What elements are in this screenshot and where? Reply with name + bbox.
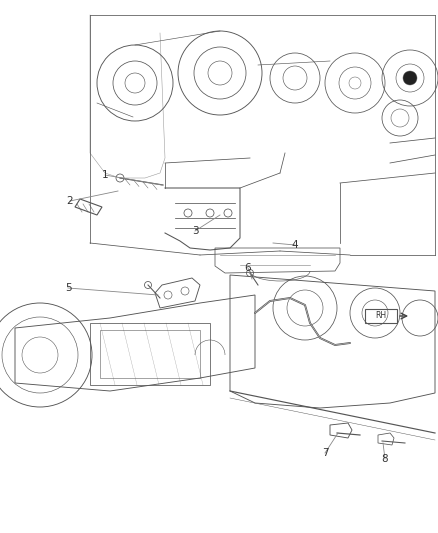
- Circle shape: [403, 71, 417, 85]
- Text: 1: 1: [102, 170, 108, 180]
- Text: 7: 7: [321, 448, 328, 458]
- Text: 3: 3: [192, 226, 198, 236]
- Bar: [365, 309, 397, 323]
- Text: 2: 2: [67, 196, 73, 206]
- Bar: [100, 330, 200, 378]
- Text: 5: 5: [65, 283, 71, 293]
- Text: 8: 8: [381, 454, 389, 464]
- Text: 4: 4: [292, 240, 298, 250]
- Bar: [90, 323, 210, 385]
- Text: 6: 6: [245, 263, 251, 273]
- Text: RH: RH: [375, 311, 387, 320]
